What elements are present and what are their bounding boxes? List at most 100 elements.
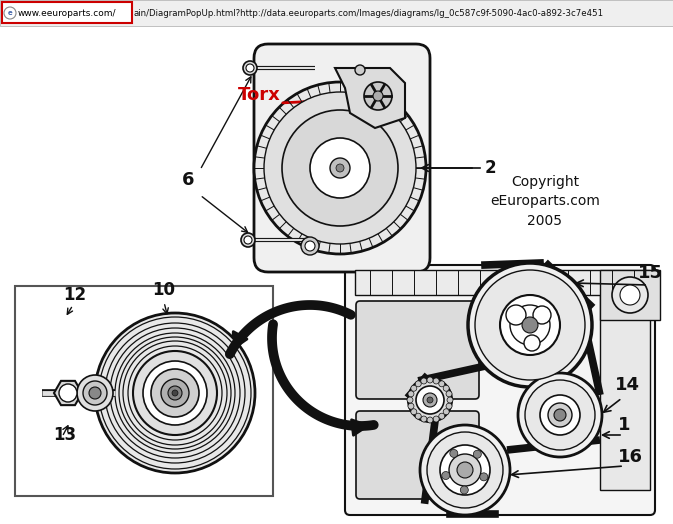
Circle shape [89, 387, 101, 399]
Circle shape [612, 277, 648, 313]
Text: 6: 6 [182, 171, 194, 189]
Circle shape [172, 390, 178, 396]
Circle shape [468, 263, 592, 387]
Circle shape [420, 425, 510, 515]
Circle shape [427, 397, 433, 403]
Circle shape [449, 454, 481, 486]
Circle shape [439, 381, 445, 387]
Circle shape [506, 305, 526, 325]
Circle shape [473, 450, 481, 458]
Circle shape [143, 361, 207, 425]
Polygon shape [355, 270, 650, 295]
Circle shape [415, 413, 421, 419]
Text: e: e [7, 10, 12, 16]
Circle shape [427, 417, 433, 423]
Circle shape [548, 403, 572, 427]
Circle shape [510, 305, 550, 345]
Polygon shape [54, 381, 82, 405]
Circle shape [161, 379, 189, 407]
Circle shape [416, 386, 444, 414]
Text: www.eeuroparts.com/: www.eeuroparts.com/ [18, 8, 116, 17]
Circle shape [525, 380, 595, 450]
Circle shape [423, 393, 437, 407]
Polygon shape [600, 295, 650, 490]
Circle shape [241, 233, 255, 247]
Circle shape [4, 7, 16, 19]
Polygon shape [335, 68, 405, 128]
Circle shape [411, 409, 417, 415]
Circle shape [83, 381, 107, 405]
Circle shape [554, 409, 566, 421]
Text: 13: 13 [53, 426, 76, 444]
Text: 10: 10 [152, 281, 175, 299]
Circle shape [433, 416, 439, 422]
Circle shape [524, 335, 540, 351]
Circle shape [408, 391, 414, 397]
Text: 16: 16 [618, 448, 643, 466]
Circle shape [355, 65, 365, 75]
Circle shape [446, 403, 452, 409]
Circle shape [282, 110, 398, 226]
FancyBboxPatch shape [356, 411, 479, 499]
Circle shape [330, 158, 350, 178]
Text: Torx: Torx [238, 86, 281, 104]
Circle shape [439, 413, 445, 419]
Circle shape [408, 378, 452, 422]
Circle shape [95, 313, 255, 473]
Circle shape [421, 378, 427, 384]
Polygon shape [600, 270, 660, 320]
Circle shape [427, 377, 433, 383]
Circle shape [336, 164, 344, 172]
Circle shape [444, 385, 449, 391]
Circle shape [518, 373, 602, 457]
Bar [15, 286, 273, 496]
Text: Copyright
eEuroparts.com
2005: Copyright eEuroparts.com 2005 [490, 175, 600, 228]
Circle shape [433, 378, 439, 384]
Circle shape [133, 351, 217, 435]
Circle shape [480, 473, 488, 481]
Text: 1: 1 [618, 416, 631, 434]
Bar [0, 0, 673, 26]
Circle shape [168, 386, 182, 400]
Circle shape [475, 270, 585, 380]
Circle shape [254, 82, 426, 254]
FancyBboxPatch shape [254, 44, 430, 272]
Text: 15: 15 [638, 264, 663, 282]
Circle shape [243, 61, 257, 75]
FancyBboxPatch shape [356, 301, 479, 399]
Circle shape [460, 486, 468, 494]
Circle shape [440, 445, 490, 495]
Circle shape [620, 285, 640, 305]
Text: 14: 14 [615, 376, 640, 394]
Circle shape [246, 64, 254, 72]
Circle shape [408, 403, 414, 409]
Text: 12: 12 [63, 286, 86, 304]
Circle shape [264, 92, 416, 244]
Circle shape [59, 384, 77, 402]
Circle shape [446, 391, 452, 397]
FancyBboxPatch shape [345, 265, 655, 515]
Circle shape [411, 385, 417, 391]
Circle shape [427, 432, 503, 508]
Circle shape [415, 381, 421, 387]
Circle shape [244, 236, 252, 244]
Bar [2, 2, 132, 23]
Circle shape [533, 306, 551, 324]
Circle shape [151, 369, 199, 417]
Circle shape [441, 472, 450, 479]
Circle shape [444, 409, 449, 415]
Circle shape [364, 82, 392, 110]
Text: ain/DiagramPopUp.html?http://data.eeuroparts.com/Images/diagrams/lg_0c587c9f-509: ain/DiagramPopUp.html?http://data.eeurop… [134, 8, 604, 17]
Circle shape [407, 397, 413, 403]
Circle shape [310, 138, 370, 198]
Circle shape [447, 397, 453, 403]
Circle shape [77, 375, 113, 411]
Circle shape [421, 416, 427, 422]
Circle shape [305, 241, 315, 251]
Circle shape [457, 462, 473, 478]
Text: 2: 2 [485, 159, 497, 177]
Circle shape [301, 237, 319, 255]
Circle shape [373, 91, 383, 101]
Circle shape [450, 450, 458, 457]
Circle shape [500, 295, 560, 355]
